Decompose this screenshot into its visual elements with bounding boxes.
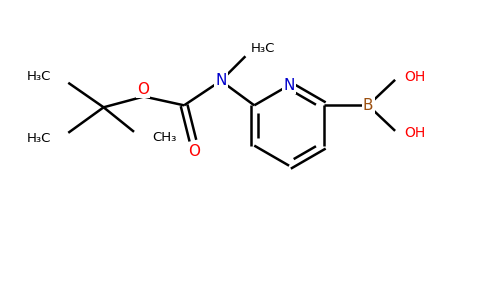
Text: H₃C: H₃C bbox=[250, 42, 275, 56]
Text: H₃C: H₃C bbox=[27, 70, 51, 83]
Text: N: N bbox=[215, 73, 227, 88]
Text: B: B bbox=[363, 98, 373, 113]
Text: OH: OH bbox=[404, 126, 425, 140]
Text: CH₃: CH₃ bbox=[152, 131, 177, 144]
Text: H₃C: H₃C bbox=[27, 132, 51, 145]
Text: N: N bbox=[284, 78, 295, 93]
Text: OH: OH bbox=[404, 70, 425, 84]
Text: O: O bbox=[188, 144, 200, 159]
Text: O: O bbox=[137, 82, 149, 97]
